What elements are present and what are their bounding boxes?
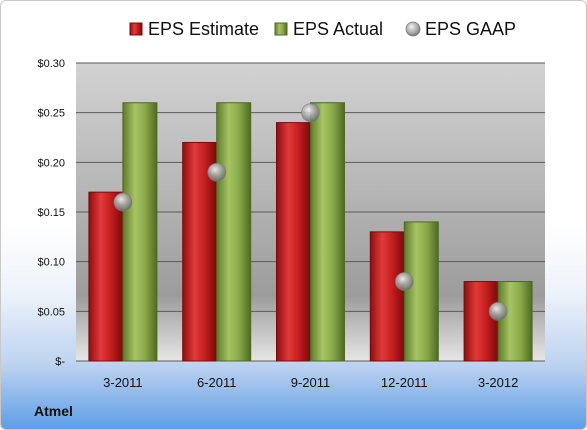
point-eps-gaap xyxy=(207,162,227,182)
x-tick-label: 3-2012 xyxy=(478,375,518,390)
y-tick-label: $0.25 xyxy=(37,108,65,120)
x-tick-label: 12-2011 xyxy=(381,375,428,390)
bar-eps-actual xyxy=(310,102,345,362)
x-tick-label: 3-2011 xyxy=(103,375,143,390)
point-eps-gaap xyxy=(301,103,320,123)
bar-eps-actual xyxy=(403,221,439,362)
bar-eps-actual xyxy=(122,102,158,362)
bar-eps-estimate xyxy=(369,231,405,362)
y-tick-label: $0.30 xyxy=(37,58,65,70)
legend-label: EPS GAAP xyxy=(425,19,516,39)
legend-label: EPS Actual xyxy=(293,19,383,39)
x-tick-label: 9-2011 xyxy=(291,375,331,390)
point-eps-gaap xyxy=(394,272,414,291)
point-eps-gaap xyxy=(113,192,133,212)
point-eps-gaap xyxy=(488,301,508,321)
y-tick-label: $0.10 xyxy=(37,257,65,269)
legend-label: EPS Estimate xyxy=(148,19,259,39)
bar-eps-actual xyxy=(216,102,252,362)
x-tick-label: 6-2011 xyxy=(197,375,237,390)
bar-eps-actual xyxy=(497,281,533,362)
y-tick-label: $0.20 xyxy=(37,157,65,169)
bar-eps-estimate xyxy=(463,281,499,362)
y-tick-label: $0.15 xyxy=(37,207,65,219)
legend-swatch xyxy=(129,22,143,36)
y-tick-label: $- xyxy=(55,356,65,368)
legend-swatch xyxy=(405,21,421,37)
bar-eps-estimate xyxy=(276,122,311,362)
bar-eps-estimate xyxy=(88,191,124,362)
company-name: Atmel xyxy=(34,403,73,419)
legend-swatch xyxy=(274,22,288,36)
y-tick-label: $0.05 xyxy=(37,306,65,318)
